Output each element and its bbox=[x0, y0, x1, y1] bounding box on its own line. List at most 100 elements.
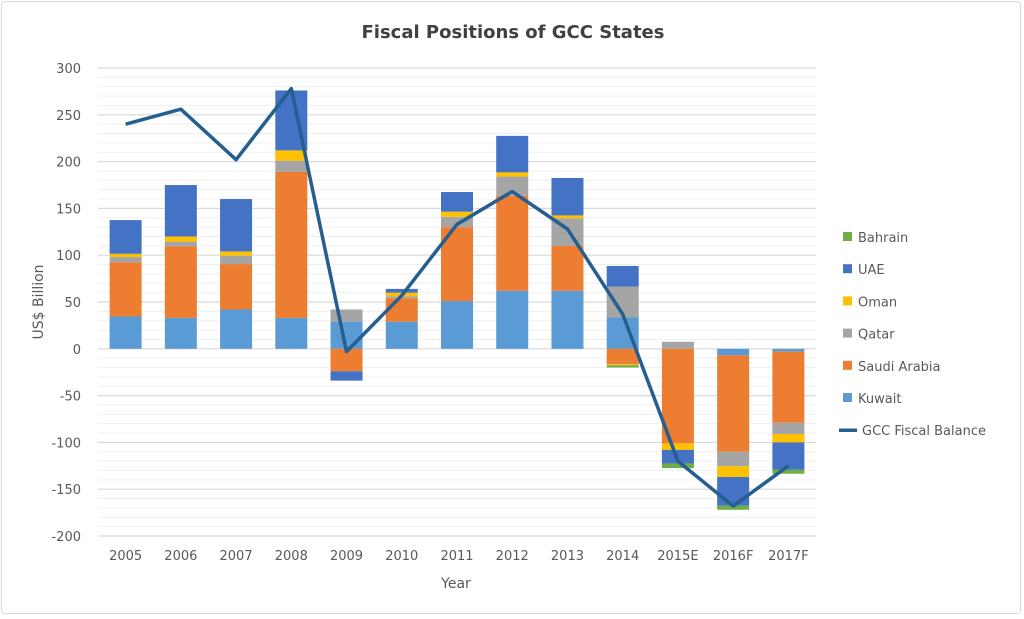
bar-saudi-arabia bbox=[717, 355, 750, 452]
bar-oman bbox=[606, 364, 639, 366]
bar-qatar bbox=[496, 176, 529, 196]
x-axis-label: Year bbox=[440, 576, 471, 592]
x-tick-label: 2016F bbox=[713, 549, 754, 564]
legend-label: Qatar bbox=[858, 328, 895, 343]
legend-swatch-kuwait bbox=[843, 393, 852, 402]
bar-uae bbox=[109, 220, 142, 254]
bar-kuwait bbox=[275, 317, 308, 349]
bar-saudi-arabia bbox=[661, 348, 694, 444]
y-tick-label: 250 bbox=[56, 109, 81, 124]
bar-qatar bbox=[717, 451, 750, 467]
bars bbox=[109, 90, 805, 510]
x-tick-label: 2008 bbox=[275, 549, 308, 564]
legend-swatch-oman bbox=[843, 296, 852, 306]
x-tick-label: 2015E bbox=[657, 549, 698, 564]
x-tick-labels: 2005 2006 2007 2008 2009 2010 2011 2012 2013 2014… bbox=[109, 549, 809, 564]
bar-uae bbox=[772, 442, 805, 470]
bar-qatar bbox=[330, 309, 363, 322]
bar-oman bbox=[661, 443, 694, 450]
bar-oman bbox=[717, 466, 750, 478]
bar-saudi-arabia bbox=[164, 246, 197, 318]
bar-kuwait bbox=[717, 348, 750, 356]
bar-uae bbox=[385, 288, 418, 293]
bar-saudi-arabia bbox=[772, 351, 805, 423]
bar-saudi-arabia bbox=[606, 348, 639, 365]
bar-qatar bbox=[164, 241, 197, 247]
bar-uae bbox=[441, 192, 473, 212]
legend-label: Kuwait bbox=[858, 392, 901, 407]
bar-oman bbox=[275, 150, 308, 161]
bar-bahrain bbox=[661, 463, 694, 469]
bar-kuwait bbox=[220, 309, 253, 349]
legend-swatch-qatar bbox=[843, 328, 852, 338]
x-tick-label: 2012 bbox=[496, 549, 529, 564]
y-tick-label: 150 bbox=[56, 202, 81, 217]
y-tick-label: -150 bbox=[51, 483, 81, 498]
legend-label: Bahrain bbox=[858, 231, 908, 246]
y-tick-label: 0 bbox=[73, 343, 81, 358]
x-tick-label: 2010 bbox=[385, 549, 418, 564]
legend-swatch-uae bbox=[843, 264, 852, 274]
chart-title: Fiscal Positions of GCC States bbox=[362, 22, 665, 43]
bar-kuwait bbox=[772, 348, 805, 352]
bar-saudi-arabia bbox=[385, 298, 418, 322]
bar-kuwait bbox=[551, 290, 584, 349]
legend: Bahrain UAE Oman Qatar Saudi Arabia Kuwait GCC… bbox=[839, 231, 986, 439]
bar-oman bbox=[220, 251, 253, 256]
legend-label: GCC Fiscal Balance bbox=[862, 424, 986, 439]
bar-saudi-arabia bbox=[109, 262, 142, 317]
legend-label: Oman bbox=[858, 295, 897, 310]
bar-qatar bbox=[661, 341, 694, 349]
bar-saudi-arabia bbox=[496, 195, 529, 291]
legend-swatch-saudi-arabia bbox=[843, 360, 852, 370]
legend-label: UAE bbox=[858, 263, 885, 278]
bar-oman bbox=[441, 211, 473, 217]
bar-saudi-arabia bbox=[275, 171, 308, 318]
y-tick-label: -200 bbox=[51, 530, 81, 545]
y-tick-label: -50 bbox=[60, 390, 81, 405]
bar-uae bbox=[164, 185, 197, 237]
x-tick-label: 2014 bbox=[606, 549, 639, 564]
y-tick-label: 200 bbox=[56, 156, 81, 171]
y-tick-label: 300 bbox=[56, 62, 81, 77]
y-tick-labels: -200 -150 -100 -50 0 50 100 150 200 250 300 bbox=[51, 62, 81, 545]
x-tick-label: 2007 bbox=[220, 549, 253, 564]
line-series bbox=[125, 86, 790, 508]
x-tick-label: 2009 bbox=[330, 549, 363, 564]
bar-bahrain bbox=[606, 365, 639, 368]
bar-qatar bbox=[220, 255, 253, 265]
bar-uae bbox=[220, 199, 253, 252]
bar-uae bbox=[551, 177, 584, 216]
bar-saudi-arabia bbox=[330, 348, 363, 372]
x-tick-label: 2011 bbox=[440, 549, 473, 564]
x-tick-label: 2017F bbox=[768, 549, 809, 564]
gcc-fiscal-balance-line bbox=[125, 86, 790, 508]
bar-kuwait bbox=[109, 316, 142, 349]
bar-oman bbox=[164, 236, 197, 242]
bar-saudi-arabia bbox=[551, 245, 584, 291]
gridlines bbox=[98, 67, 816, 537]
x-tick-label: 2005 bbox=[109, 549, 142, 564]
x-tick-label: 2006 bbox=[164, 549, 197, 564]
bar-uae bbox=[330, 371, 363, 381]
bar-oman bbox=[496, 172, 529, 177]
bar-uae bbox=[496, 135, 529, 173]
bar-saudi-arabia bbox=[220, 264, 253, 310]
bar-kuwait bbox=[441, 301, 473, 349]
bar-kuwait bbox=[385, 321, 418, 349]
bar-uae bbox=[606, 265, 639, 287]
bar-kuwait bbox=[164, 317, 197, 349]
bar-oman bbox=[772, 433, 805, 443]
y-tick-label: -100 bbox=[51, 436, 81, 451]
legend-swatch-bahrain bbox=[843, 232, 852, 241]
bar-qatar bbox=[109, 257, 142, 263]
bar-qatar bbox=[772, 422, 805, 434]
bar-oman bbox=[551, 215, 584, 219]
bar-qatar bbox=[275, 160, 308, 172]
x-tick-label: 2013 bbox=[551, 549, 584, 564]
legend-label: Saudi Arabia bbox=[858, 360, 941, 375]
bar-oman bbox=[109, 253, 142, 258]
bar-qatar bbox=[441, 216, 473, 228]
